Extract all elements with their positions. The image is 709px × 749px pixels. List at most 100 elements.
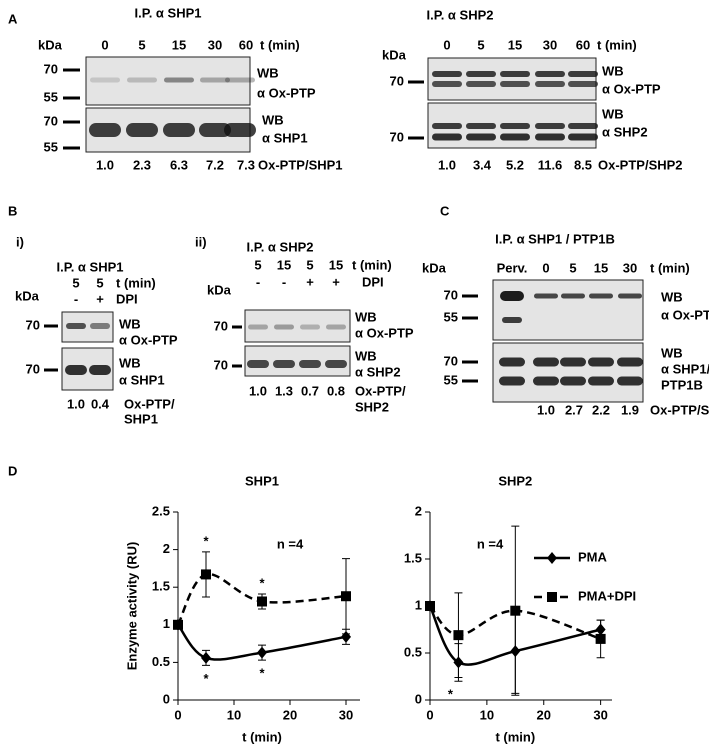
label: 2.7: [565, 402, 583, 417]
label: 1.0: [537, 402, 555, 417]
y-tick-label: 0.5: [404, 644, 422, 659]
label: WB: [262, 112, 284, 127]
kda-marker: 70: [444, 353, 458, 368]
chart-title: SHP2: [498, 473, 532, 488]
band: [466, 133, 496, 141]
blot: [427, 57, 597, 101]
label: 1.0: [96, 157, 114, 172]
label: 7.2: [206, 157, 224, 172]
band: [248, 324, 268, 330]
label: DPI: [362, 274, 384, 289]
label: -: [282, 274, 286, 289]
label: WB: [257, 65, 279, 80]
band: [326, 324, 346, 330]
band: [535, 71, 565, 77]
kda-marker: 55: [444, 309, 458, 324]
band: [568, 81, 598, 87]
label: 5: [306, 257, 313, 272]
marker: [341, 591, 351, 602]
label: 5: [569, 260, 576, 275]
marker: [453, 630, 464, 641]
series-line: [429, 605, 602, 641]
label: kDa: [15, 288, 40, 303]
band: [432, 71, 462, 77]
band: [500, 81, 530, 87]
label: 30: [543, 37, 557, 52]
label: 1.0: [67, 396, 85, 411]
marker: [510, 605, 521, 616]
panel-label: A: [8, 11, 18, 26]
label: SHP2: [355, 399, 389, 414]
band: [126, 123, 158, 137]
label: WB: [602, 63, 624, 78]
band: [273, 360, 295, 368]
band: [568, 71, 598, 77]
x-tick-label: 30: [593, 707, 607, 722]
band: [535, 133, 565, 141]
y-tick-label: 2: [163, 541, 170, 556]
band: [300, 324, 320, 330]
label: WB: [602, 106, 624, 121]
band: [560, 376, 586, 386]
marker: [173, 619, 183, 630]
label: 5: [96, 275, 103, 290]
band: [225, 77, 255, 83]
band: [568, 123, 598, 129]
y-tick-label: 1: [415, 597, 422, 612]
y-tick-label: 0: [163, 691, 170, 706]
marker: [257, 596, 267, 607]
label: 2.3: [133, 157, 151, 172]
band: [466, 81, 496, 87]
significance: *: [448, 687, 454, 702]
label: -: [74, 291, 78, 306]
kda-marker: 70: [44, 113, 58, 128]
label: 5: [477, 37, 484, 52]
kda-marker: 70: [26, 361, 40, 376]
band: [618, 293, 642, 299]
band: [90, 323, 110, 329]
label: α SHP1: [119, 372, 165, 387]
label: kDa: [207, 282, 232, 297]
kda-marker: 70: [390, 73, 404, 88]
band: [432, 133, 462, 141]
panel-title: I.P. α SHP2: [426, 7, 493, 22]
kda-marker: 70: [444, 287, 458, 302]
label: α SHP2: [602, 124, 648, 139]
label: I.P. α SHP1: [56, 259, 123, 274]
band: [502, 317, 522, 323]
label: 30: [623, 260, 637, 275]
marker: [201, 651, 211, 664]
x-tick-label: 30: [339, 707, 353, 722]
band: [466, 123, 496, 129]
label: PTP1B: [661, 377, 703, 392]
label: I.P. α SHP1 / PTP1B: [495, 231, 615, 246]
label: α Ox-PTP: [355, 325, 414, 340]
label: Ox-PTP/SHP1: [650, 402, 709, 417]
x-tick-label: 10: [227, 707, 241, 722]
band: [164, 77, 194, 83]
label: SHP1: [124, 411, 158, 426]
label: t (min): [260, 37, 300, 52]
x-tick-label: 0: [174, 707, 181, 722]
label: 5.2: [506, 157, 524, 172]
kda-marker: 70: [214, 357, 228, 372]
band: [432, 123, 462, 129]
label: +: [332, 274, 340, 289]
y-tick-label: 1.5: [152, 579, 170, 594]
band: [163, 123, 195, 137]
chart-title: SHP1: [245, 473, 279, 488]
band: [66, 323, 86, 329]
label: 15: [594, 260, 608, 275]
band: [499, 357, 525, 367]
band: [325, 360, 347, 368]
series-line: [176, 572, 347, 626]
band: [65, 365, 87, 375]
band: [500, 291, 524, 301]
kda-marker: 70: [44, 61, 58, 76]
label: 15: [277, 257, 291, 272]
y-tick-label: 2.5: [152, 503, 170, 518]
band: [224, 123, 256, 137]
label: WB: [119, 316, 141, 331]
label: 15: [172, 37, 186, 52]
